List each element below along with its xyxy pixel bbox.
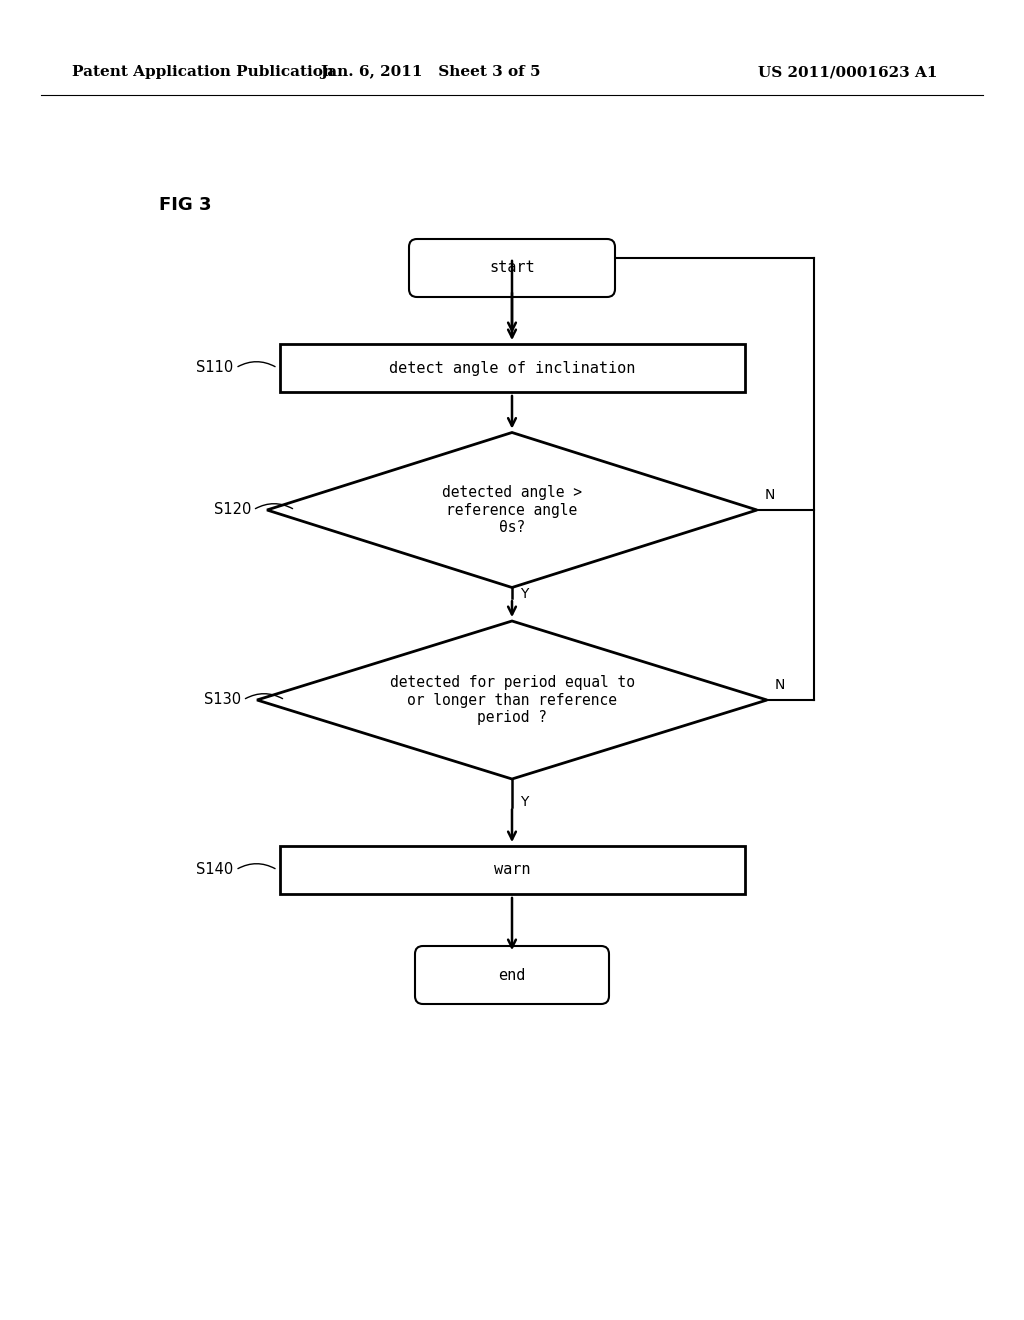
Text: N: N — [765, 488, 775, 502]
Text: Jan. 6, 2011   Sheet 3 of 5: Jan. 6, 2011 Sheet 3 of 5 — [319, 65, 541, 79]
Text: Patent Application Publication: Patent Application Publication — [72, 65, 334, 79]
FancyArrowPatch shape — [255, 504, 293, 508]
Text: Y: Y — [520, 796, 528, 809]
Text: FIG 3: FIG 3 — [159, 195, 211, 214]
Text: N: N — [775, 678, 785, 692]
Text: S140: S140 — [197, 862, 233, 878]
FancyArrowPatch shape — [246, 694, 283, 698]
Text: Y: Y — [520, 587, 528, 601]
Text: US 2011/0001623 A1: US 2011/0001623 A1 — [758, 65, 937, 79]
Text: S120: S120 — [214, 503, 251, 517]
FancyBboxPatch shape — [415, 946, 609, 1005]
Bar — [280, 846, 744, 894]
Text: start: start — [489, 260, 535, 276]
FancyArrowPatch shape — [238, 362, 275, 367]
Polygon shape — [257, 620, 767, 779]
Text: detect angle of inclination: detect angle of inclination — [389, 360, 635, 375]
FancyBboxPatch shape — [409, 239, 615, 297]
Text: detected angle >
reference angle
θs?: detected angle > reference angle θs? — [442, 486, 582, 535]
Polygon shape — [267, 433, 757, 587]
Text: S130: S130 — [204, 693, 241, 708]
Text: end: end — [499, 968, 525, 982]
Text: detected for period equal to
or longer than reference
period ?: detected for period equal to or longer t… — [389, 675, 635, 725]
Text: S110: S110 — [197, 360, 233, 375]
Text: warn: warn — [494, 862, 530, 878]
Bar — [280, 345, 744, 392]
FancyArrowPatch shape — [238, 863, 275, 869]
